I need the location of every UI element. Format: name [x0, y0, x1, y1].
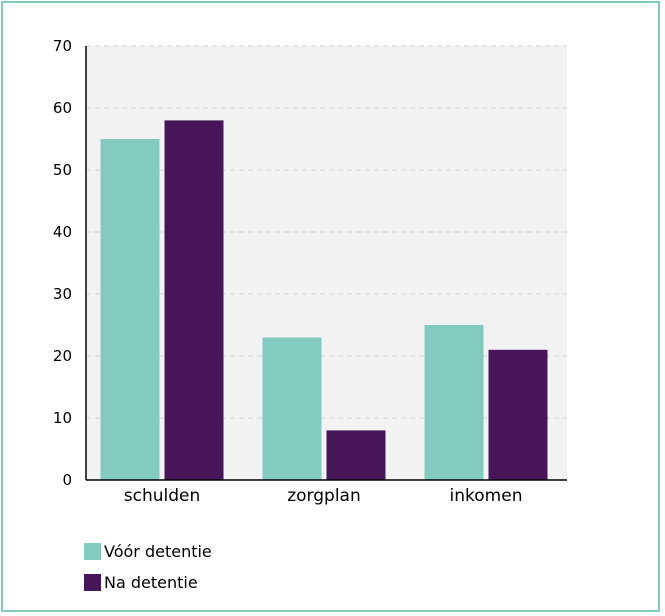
legend-item-voor: Vóór detentie: [84, 536, 212, 567]
y-tick-label: 20: [53, 347, 72, 365]
legend-swatch-voor: [84, 543, 101, 560]
gridlines: [86, 45, 567, 419]
y-tick-label: 30: [53, 285, 72, 303]
bars: [100, 120, 548, 481]
y-tick-label: 70: [53, 37, 72, 55]
x-axis-labels: schulden zorgplan inkomen: [124, 486, 523, 506]
legend-swatch-na: [84, 574, 101, 591]
y-tick-label: 40: [53, 223, 72, 241]
bar-inkomen-voor: [424, 325, 484, 480]
y-axis-ticks: 0 10 20 30 40 50 60 70: [53, 37, 72, 489]
y-tick-label: 10: [53, 409, 72, 427]
y-tick-label: 50: [53, 161, 72, 179]
bar-inkomen-na: [488, 349, 548, 480]
legend: Vóór detentie Na detentie: [84, 536, 212, 598]
bar-zorgplan-na: [326, 430, 386, 480]
bar-schulden-voor: [100, 139, 160, 480]
legend-item-na: Na detentie: [84, 567, 212, 598]
bar-schulden-na: [164, 120, 224, 481]
y-tick-label: 60: [53, 99, 72, 117]
x-category-label: schulden: [124, 486, 201, 506]
bar-chart: 0 10 20 30 40 50 60 70 schulden zorgplan inkomen: [53, 37, 567, 506]
legend-label-na: Na detentie: [104, 573, 198, 592]
x-category-label: zorgplan: [287, 486, 361, 506]
legend-label-voor: Vóór detentie: [104, 542, 212, 561]
y-tick-label: 0: [62, 471, 72, 489]
x-category-label: inkomen: [450, 486, 523, 506]
bar-zorgplan-voor: [262, 337, 322, 480]
